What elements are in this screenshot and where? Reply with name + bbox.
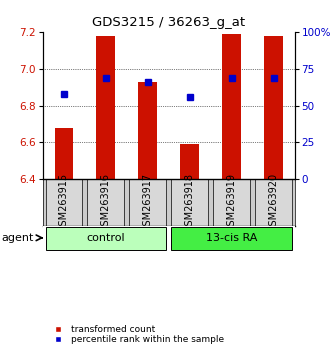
Text: 13-cis RA: 13-cis RA: [206, 233, 258, 243]
Title: GDS3215 / 36263_g_at: GDS3215 / 36263_g_at: [92, 16, 245, 29]
Bar: [222, 34, 241, 179]
Bar: [171, 179, 208, 226]
Text: GSM263918: GSM263918: [185, 173, 195, 232]
Bar: [46, 179, 82, 226]
Text: GSM263917: GSM263917: [143, 173, 153, 232]
Text: GSM263916: GSM263916: [101, 173, 111, 232]
Text: GSM263919: GSM263919: [227, 173, 237, 232]
Bar: [46, 227, 166, 250]
Text: control: control: [87, 233, 125, 243]
Bar: [171, 227, 292, 250]
Bar: [180, 144, 199, 179]
Text: agent: agent: [1, 233, 34, 243]
Bar: [213, 179, 250, 226]
Text: GSM263915: GSM263915: [59, 173, 69, 232]
Bar: [129, 179, 166, 226]
Text: GSM263920: GSM263920: [269, 173, 279, 232]
Bar: [264, 35, 283, 179]
Legend: transformed count, percentile rank within the sample: transformed count, percentile rank withi…: [48, 323, 226, 346]
Bar: [55, 128, 73, 179]
Bar: [138, 81, 157, 179]
Bar: [255, 179, 292, 226]
Bar: [87, 179, 124, 226]
Bar: [97, 35, 116, 179]
